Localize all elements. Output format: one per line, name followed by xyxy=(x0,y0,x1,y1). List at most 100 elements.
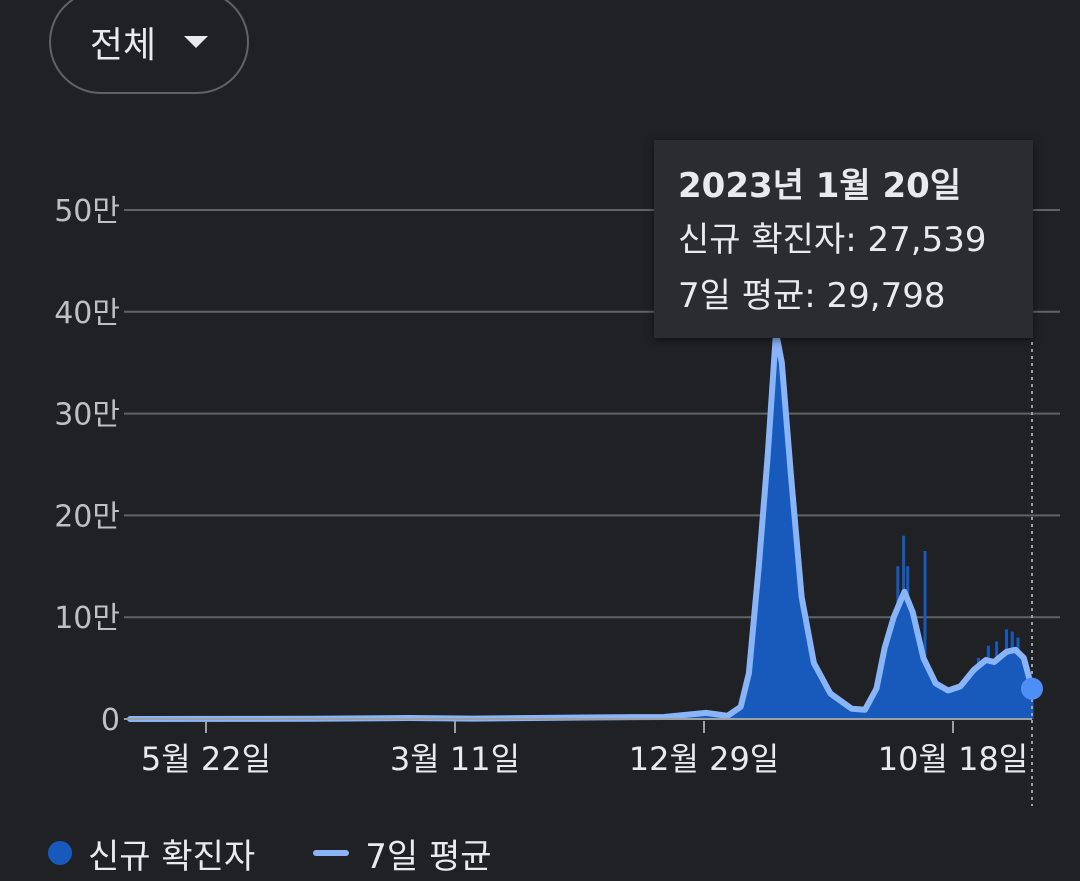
daily-bar xyxy=(818,673,821,719)
y-tick-label: 10만 xyxy=(54,601,120,636)
daily-bar xyxy=(808,636,811,719)
daily-bar xyxy=(746,678,749,719)
daily-bar xyxy=(744,687,747,719)
legend-item-new-cases[interactable]: 신규 확진자 xyxy=(48,829,255,878)
daily-bar xyxy=(814,667,817,719)
tooltip: 2023년 1월 20일 신규 확진자: 27,539 7일 평균: 29,79… xyxy=(654,140,1033,338)
filter-dropdown[interactable]: 전체 xyxy=(49,0,249,94)
daily-bar xyxy=(944,688,948,719)
y-axis-ticks: 0 10만 20만 30만 40만 50만 xyxy=(54,194,120,738)
legend-line-icon xyxy=(313,850,350,856)
daily-bar xyxy=(788,465,791,719)
daily-bar xyxy=(914,626,917,719)
daily-bar xyxy=(984,661,988,719)
daily-bar xyxy=(786,421,789,719)
daily-bar xyxy=(936,685,939,719)
daily-bar xyxy=(828,692,831,719)
daily-bar xyxy=(908,600,911,719)
daily-bar xyxy=(964,678,968,719)
daily-bar xyxy=(940,686,943,719)
tooltip-new-cases-label: 신규 확진자 xyxy=(678,220,846,260)
daily-bar xyxy=(910,613,913,719)
daily-bar xyxy=(848,707,851,719)
daily-bar xyxy=(948,689,952,719)
daily-bar xyxy=(850,708,853,719)
daily-bar xyxy=(860,709,863,719)
y-tick-label: 30만 xyxy=(54,398,120,433)
daily-bar xyxy=(1018,652,1022,719)
daily-bar xyxy=(856,708,859,719)
daily-bar xyxy=(750,645,753,719)
daily-bar xyxy=(982,659,986,719)
legend-item-avg[interactable]: 7일 평균 xyxy=(313,829,492,878)
daily-bar xyxy=(826,687,829,719)
daily-bar xyxy=(1000,653,1004,719)
daily-bar xyxy=(932,680,935,719)
daily-bar xyxy=(764,474,767,719)
daily-bar xyxy=(874,689,877,719)
daily-bar xyxy=(830,693,833,719)
daily-bar xyxy=(820,676,823,719)
daily-bar xyxy=(778,339,781,719)
x-tick-label: 10월 18일 xyxy=(878,740,1029,778)
daily-bar xyxy=(852,708,855,719)
daily-bar xyxy=(748,667,751,719)
daily-bar xyxy=(928,671,931,719)
daily-bar xyxy=(866,704,869,719)
daily-bar xyxy=(876,682,879,719)
y-tick-label: 20만 xyxy=(54,499,120,534)
daily-bars xyxy=(130,335,1034,719)
daily-bar xyxy=(870,697,873,719)
daily-bar xyxy=(768,420,771,719)
y-tick-label: 40만 xyxy=(54,296,120,331)
daily-bar xyxy=(816,667,819,719)
tooltip-new-cases-value: 27,539 xyxy=(867,220,987,260)
daily-bar xyxy=(878,670,881,719)
daily-bar xyxy=(858,709,861,719)
daily-bar xyxy=(790,472,793,719)
daily-bar xyxy=(938,684,941,719)
daily-bar xyxy=(770,401,773,719)
daily-bar xyxy=(972,669,976,719)
daily-bar xyxy=(824,684,827,719)
daily-bar xyxy=(798,570,801,719)
daily-bar xyxy=(844,704,847,719)
daily-bar xyxy=(912,612,915,719)
daily-bar xyxy=(892,617,895,719)
daily-bar xyxy=(898,602,901,719)
daily-bar xyxy=(846,705,849,719)
daily-bar xyxy=(990,659,994,719)
daily-bar xyxy=(960,683,964,719)
daily-bar xyxy=(1028,682,1032,719)
daily-bar xyxy=(988,661,992,719)
daily-bar xyxy=(920,649,923,719)
daily-bar xyxy=(918,641,921,719)
daily-bar xyxy=(952,687,956,719)
daily-bar xyxy=(894,610,897,719)
daily-bar xyxy=(958,687,962,719)
daily-bar xyxy=(766,464,769,719)
legend-label-avg: 7일 평균 xyxy=(365,836,492,877)
y-tick-label: 0 xyxy=(101,703,120,738)
daily-bar xyxy=(956,686,960,719)
daily-bar xyxy=(888,632,891,719)
daily-bar xyxy=(822,680,825,719)
legend-label-new-cases: 신규 확진자 xyxy=(88,836,256,877)
daily-bar xyxy=(1014,650,1018,719)
daily-bar xyxy=(884,647,887,719)
x-tick-label: 12월 29일 xyxy=(629,740,780,778)
daily-bar xyxy=(900,594,903,719)
daily-bar xyxy=(882,650,885,719)
daily-bar xyxy=(992,661,996,719)
daily-bar xyxy=(968,673,972,719)
daily-bar xyxy=(760,526,763,719)
daily-bar xyxy=(738,707,741,719)
highlight-point[interactable] xyxy=(1021,677,1043,700)
daily-bar xyxy=(834,696,837,719)
daily-bar xyxy=(756,576,759,719)
tooltip-new-cases: 신규 확진자: 27,539 xyxy=(678,220,987,260)
daily-bar xyxy=(880,663,883,719)
x-tick-label: 3월 11일 xyxy=(390,740,520,778)
daily-bar xyxy=(904,590,907,719)
